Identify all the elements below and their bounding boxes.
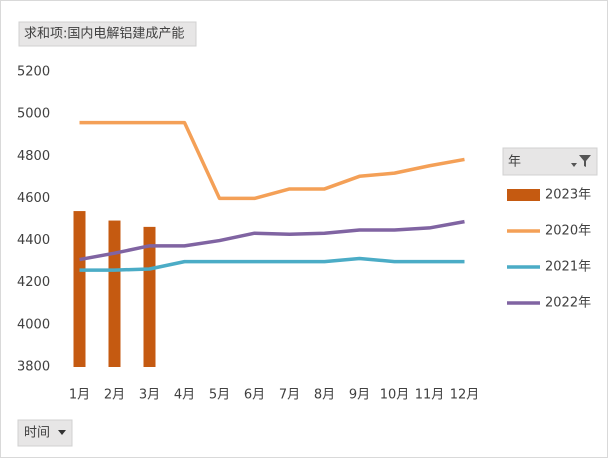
y-tick-label: 4000 [17,317,50,332]
bar [73,211,86,367]
x-tick-label: 6月 [244,388,265,403]
y-tick-label: 3800 [17,360,50,375]
value-field-label: 求和项:国内电解铝建成产能 [24,26,184,42]
legend-title: 年 [508,155,521,170]
x-tick-label: 12月 [450,388,480,403]
x-tick-label: 5月 [209,388,230,403]
bar [143,226,156,367]
axis-field-label: 时间 [24,426,50,441]
legend-field-button[interactable] [502,147,598,176]
line [79,256,465,272]
legend-label: 2021年 [545,260,591,275]
y-tick-label: 4800 [17,149,50,164]
line [79,219,465,262]
value-field-button[interactable] [18,21,197,47]
legend-label: 2020年 [545,224,591,239]
legend-label: 2022年 [545,296,591,311]
y-tick-label: 4200 [17,275,50,290]
line [79,120,465,201]
x-tick-label: 4月 [174,388,195,403]
x-tick-label: 1月 [69,388,90,403]
x-tick-label: 8月 [314,388,335,403]
legend-label: 2023年 [545,188,591,203]
x-tick-label: 3月 [139,388,160,403]
dropdown-icon [58,430,66,435]
x-tick-label: 11月 [415,388,445,403]
x-tick-label: 10月 [380,388,410,403]
x-tick-label: 7月 [279,388,300,403]
y-tick-label: 4600 [17,191,50,206]
x-tick-label: 2月 [104,388,125,403]
filter-icon [571,155,591,167]
x-tick-label: 9月 [349,388,370,403]
y-tick-label: 5000 [17,107,50,122]
bar [108,220,121,367]
legend-swatch [507,189,540,201]
y-tick-label: 4400 [17,233,50,248]
y-tick-label: 5200 [17,65,50,80]
